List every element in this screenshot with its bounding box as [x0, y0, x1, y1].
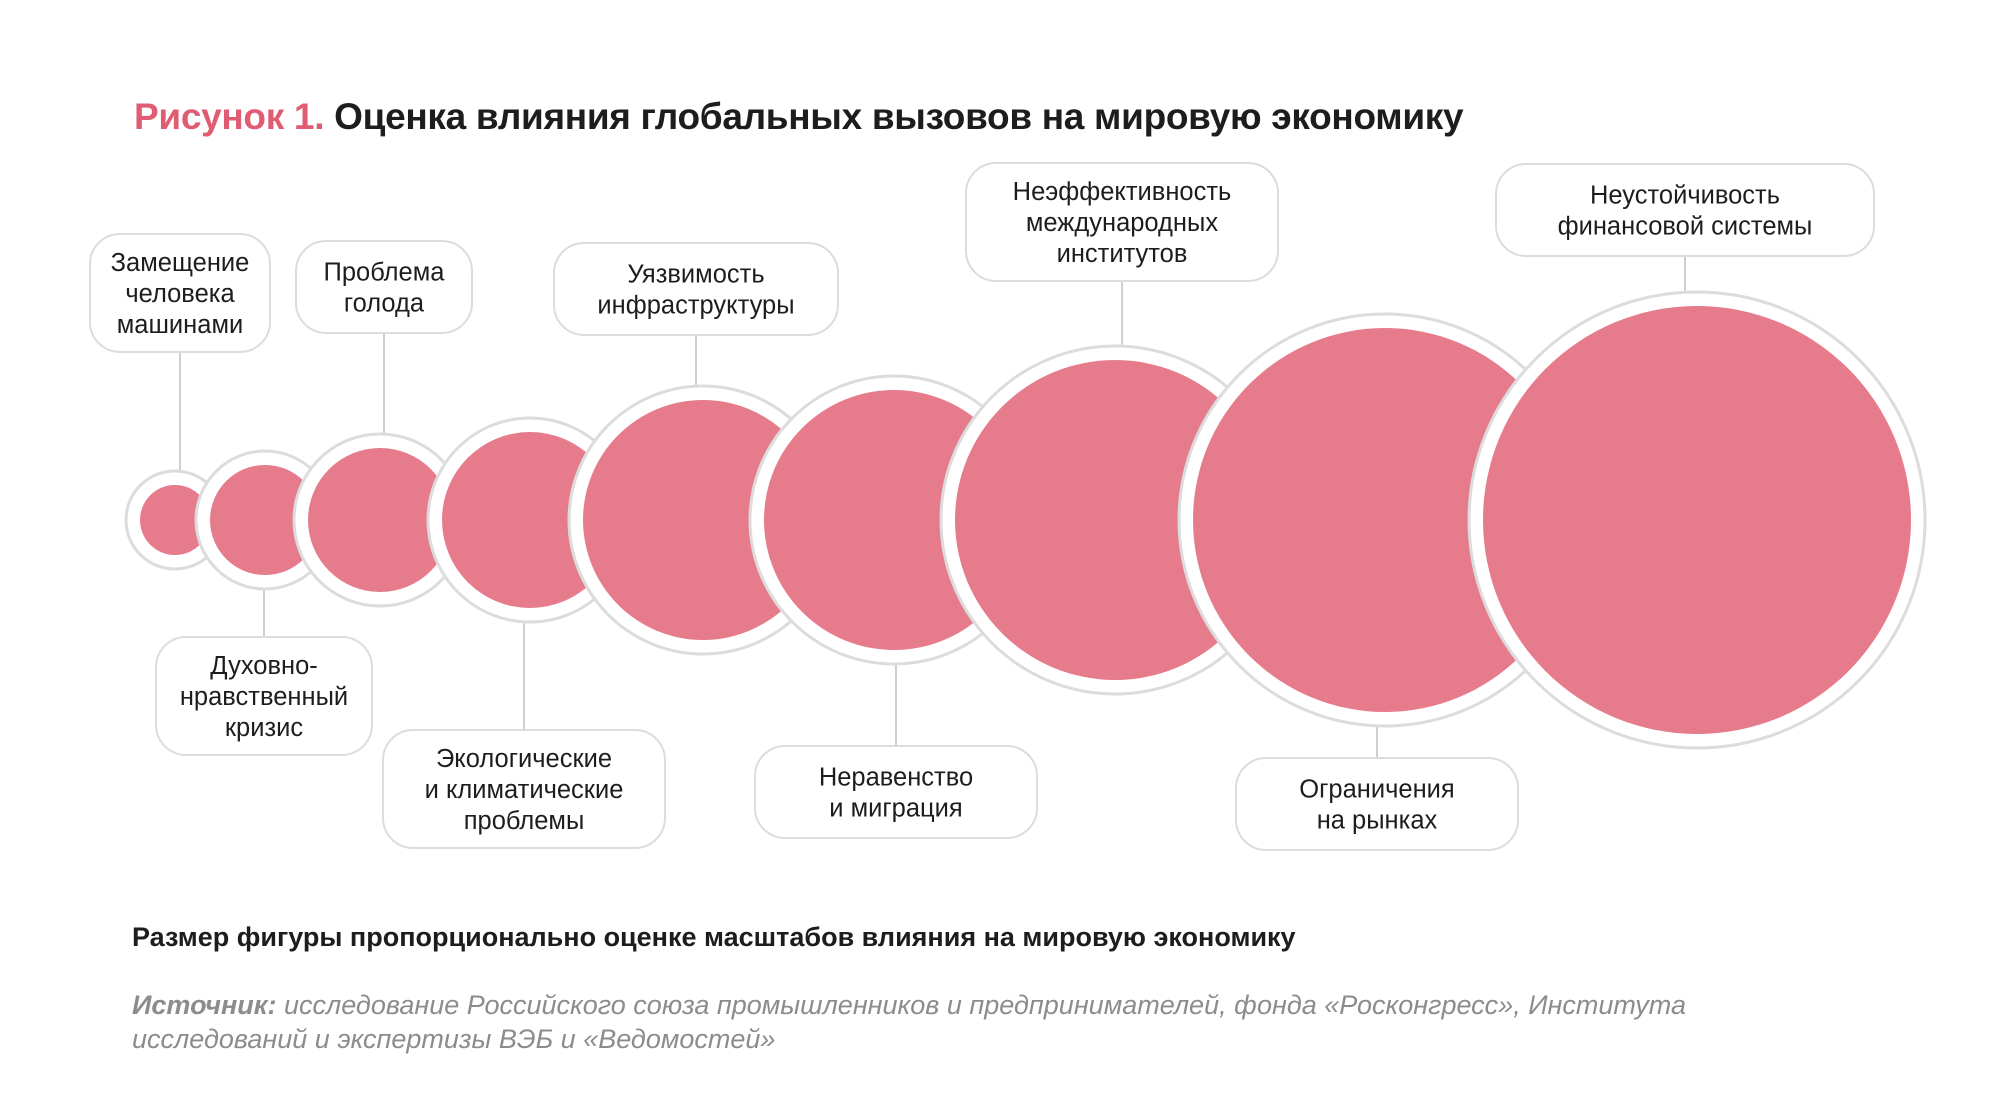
callout-box — [1235, 757, 1519, 851]
bubble-9 — [1467, 290, 1927, 750]
callout-box — [754, 745, 1038, 839]
figure-title-text: Оценка влияния глобальных вызовов на мир… — [334, 96, 1464, 137]
bubble-circle — [140, 485, 210, 555]
source-note: Источник: исследование Российского союза… — [132, 988, 1832, 1056]
bubbles — [124, 290, 1927, 750]
callout-label-line: Проблема — [324, 259, 446, 287]
callout-label-line: машинами — [117, 311, 243, 339]
callout-label-line: кризис — [225, 714, 304, 742]
callout-box — [965, 162, 1279, 282]
callout-label-line: проблемы — [464, 807, 585, 835]
callout-label-line: Неэффективность — [1013, 178, 1232, 206]
callout-label-line: нравственный — [180, 683, 348, 711]
callout-label-line: международных — [1026, 209, 1218, 237]
bubble-8 — [1177, 312, 1593, 728]
bubble-circle — [442, 432, 618, 608]
callout-label-line: голода — [344, 290, 425, 318]
callout-label-line: Ограничения — [1299, 776, 1454, 804]
callout-box — [1495, 163, 1875, 257]
callout-label-line: и климатические — [425, 776, 624, 804]
callout-8: Ограничения на рынках — [1235, 757, 1519, 851]
callout-4: Экологические и климатические проблемы — [382, 729, 666, 849]
callout-box — [553, 242, 839, 336]
callout-label-line: человека — [125, 280, 235, 308]
callout-label-line: Уязвимость — [627, 261, 764, 289]
callout-label-line: финансовой системы — [1558, 213, 1813, 241]
callout-box — [295, 240, 473, 334]
callout-5: Уязвимость инфраструктуры — [553, 242, 839, 336]
bubble-circle — [210, 465, 320, 575]
callout-box — [382, 729, 666, 849]
callout-box — [89, 233, 271, 353]
callout-label-line: инфраструктуры — [597, 292, 794, 320]
bubble-circle — [1193, 328, 1577, 712]
callout-2: Духовно-нравственный кризис — [155, 636, 373, 756]
callout-label-line: Замещение — [111, 249, 250, 277]
callout-label-line: Неравенство — [819, 764, 973, 792]
callout-label-line: институтов — [1057, 240, 1188, 268]
callout-label-line: Экологические — [436, 745, 612, 773]
callout-7: Неэффективность международных институтов — [965, 162, 1279, 282]
figure-title: Рисунок 1. Оценка влияния глобальных выз… — [134, 96, 1464, 138]
source-text: исследование Российского союза промышлен… — [132, 990, 1686, 1054]
bubble-3 — [292, 432, 468, 608]
callout-1: Замещение человека машинами — [89, 233, 271, 353]
connector-lines — [179, 256, 1686, 758]
size-note: Размер фигуры пропорционально оценке мас… — [132, 922, 1296, 952]
callout-label-line: на рынках — [1317, 807, 1438, 835]
callout-label-line: Неустойчивость — [1590, 182, 1780, 210]
callout-label-line: Духовно- — [210, 652, 318, 680]
bubble-circle — [308, 448, 452, 592]
callout-9: Неустойчивость финансовой системы — [1495, 163, 1875, 257]
callout-labels: Замещение человека машинами Духовно-нравств… — [89, 162, 1875, 851]
callout-box — [155, 636, 373, 756]
figure-number: Рисунок 1. — [134, 96, 325, 137]
bubble-circle — [1483, 306, 1911, 734]
source-label: Источник: — [132, 990, 277, 1020]
callout-3: Проблема голода — [295, 240, 473, 334]
callout-6: Неравенство и миграция — [754, 745, 1038, 839]
callout-label-line: и миграция — [829, 795, 962, 823]
